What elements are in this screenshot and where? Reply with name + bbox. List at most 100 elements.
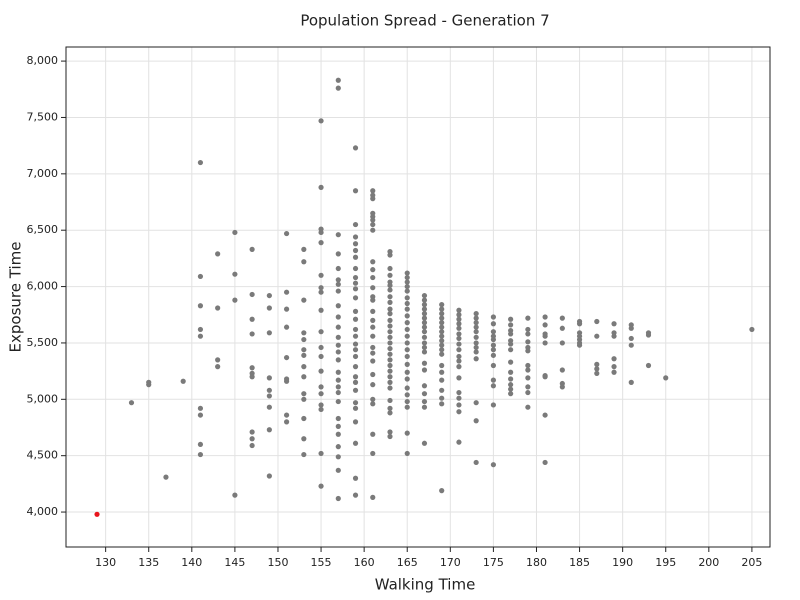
point bbox=[490, 352, 496, 358]
point bbox=[387, 357, 393, 363]
point bbox=[421, 391, 428, 397]
point bbox=[490, 329, 496, 335]
point bbox=[439, 324, 445, 330]
point bbox=[318, 450, 324, 457]
point bbox=[525, 348, 531, 354]
point bbox=[387, 362, 393, 369]
point bbox=[456, 307, 462, 313]
point bbox=[249, 316, 255, 322]
point bbox=[370, 350, 376, 356]
point bbox=[542, 314, 548, 320]
point bbox=[335, 314, 341, 320]
point bbox=[335, 495, 341, 502]
point bbox=[266, 393, 272, 399]
point bbox=[352, 234, 359, 240]
point bbox=[232, 492, 238, 498]
point bbox=[352, 274, 359, 281]
point bbox=[456, 353, 462, 360]
point bbox=[266, 292, 272, 299]
point bbox=[421, 404, 428, 410]
point bbox=[473, 320, 479, 326]
point bbox=[335, 444, 341, 450]
point bbox=[266, 473, 272, 479]
point bbox=[370, 344, 376, 351]
point bbox=[490, 321, 496, 327]
x-tick-label: 150 bbox=[267, 556, 288, 569]
point bbox=[439, 311, 445, 317]
point bbox=[352, 286, 359, 292]
point bbox=[370, 431, 376, 437]
point bbox=[508, 382, 514, 388]
point bbox=[335, 398, 341, 405]
point bbox=[490, 314, 496, 320]
point bbox=[266, 305, 272, 311]
point bbox=[335, 277, 341, 283]
point bbox=[404, 320, 410, 326]
point bbox=[301, 330, 307, 336]
point bbox=[352, 241, 359, 247]
y-tick-label: 5,500 bbox=[27, 336, 59, 349]
point bbox=[318, 118, 324, 124]
point bbox=[249, 291, 255, 298]
point bbox=[387, 329, 393, 335]
point bbox=[370, 494, 376, 500]
point bbox=[404, 450, 410, 457]
point bbox=[301, 352, 307, 358]
x-tick-label: 195 bbox=[655, 556, 676, 569]
point bbox=[249, 436, 255, 442]
point bbox=[370, 382, 376, 388]
point bbox=[146, 379, 152, 386]
point bbox=[594, 333, 600, 339]
point bbox=[215, 357, 221, 363]
point bbox=[611, 321, 617, 327]
point bbox=[301, 347, 307, 353]
point bbox=[490, 362, 496, 369]
point bbox=[439, 395, 445, 401]
point bbox=[611, 369, 617, 375]
point bbox=[439, 387, 445, 393]
point bbox=[404, 369, 410, 375]
x-tick-label: 175 bbox=[483, 556, 504, 569]
point bbox=[439, 362, 445, 369]
point bbox=[508, 331, 514, 337]
point bbox=[249, 442, 255, 449]
point bbox=[490, 402, 496, 408]
point bbox=[266, 375, 272, 381]
point bbox=[352, 145, 359, 151]
point bbox=[473, 459, 479, 466]
y-tick-label: 4,000 bbox=[27, 505, 59, 518]
point bbox=[301, 415, 307, 422]
chart-title: Population Spread - Generation 7 bbox=[300, 12, 549, 30]
point bbox=[508, 369, 514, 375]
point bbox=[456, 439, 462, 445]
point bbox=[283, 419, 290, 425]
point bbox=[352, 400, 359, 406]
point bbox=[301, 374, 307, 380]
point bbox=[197, 333, 204, 339]
point bbox=[473, 334, 479, 340]
point bbox=[352, 265, 359, 272]
point bbox=[352, 341, 359, 347]
point bbox=[559, 384, 565, 390]
point bbox=[387, 351, 393, 357]
point bbox=[387, 379, 393, 386]
point bbox=[473, 324, 479, 330]
point bbox=[370, 401, 376, 407]
point bbox=[473, 315, 479, 321]
point bbox=[335, 342, 341, 348]
point bbox=[318, 285, 324, 291]
point bbox=[525, 375, 531, 381]
point bbox=[352, 475, 359, 481]
point bbox=[542, 459, 548, 466]
point bbox=[387, 265, 393, 272]
point bbox=[318, 289, 324, 295]
point bbox=[525, 315, 531, 321]
x-axis-title: Walking Time bbox=[375, 576, 476, 594]
point bbox=[473, 418, 479, 424]
point bbox=[387, 306, 393, 312]
point bbox=[301, 436, 307, 442]
point bbox=[197, 273, 204, 280]
point bbox=[387, 405, 393, 411]
point bbox=[421, 292, 428, 299]
point bbox=[387, 294, 393, 300]
